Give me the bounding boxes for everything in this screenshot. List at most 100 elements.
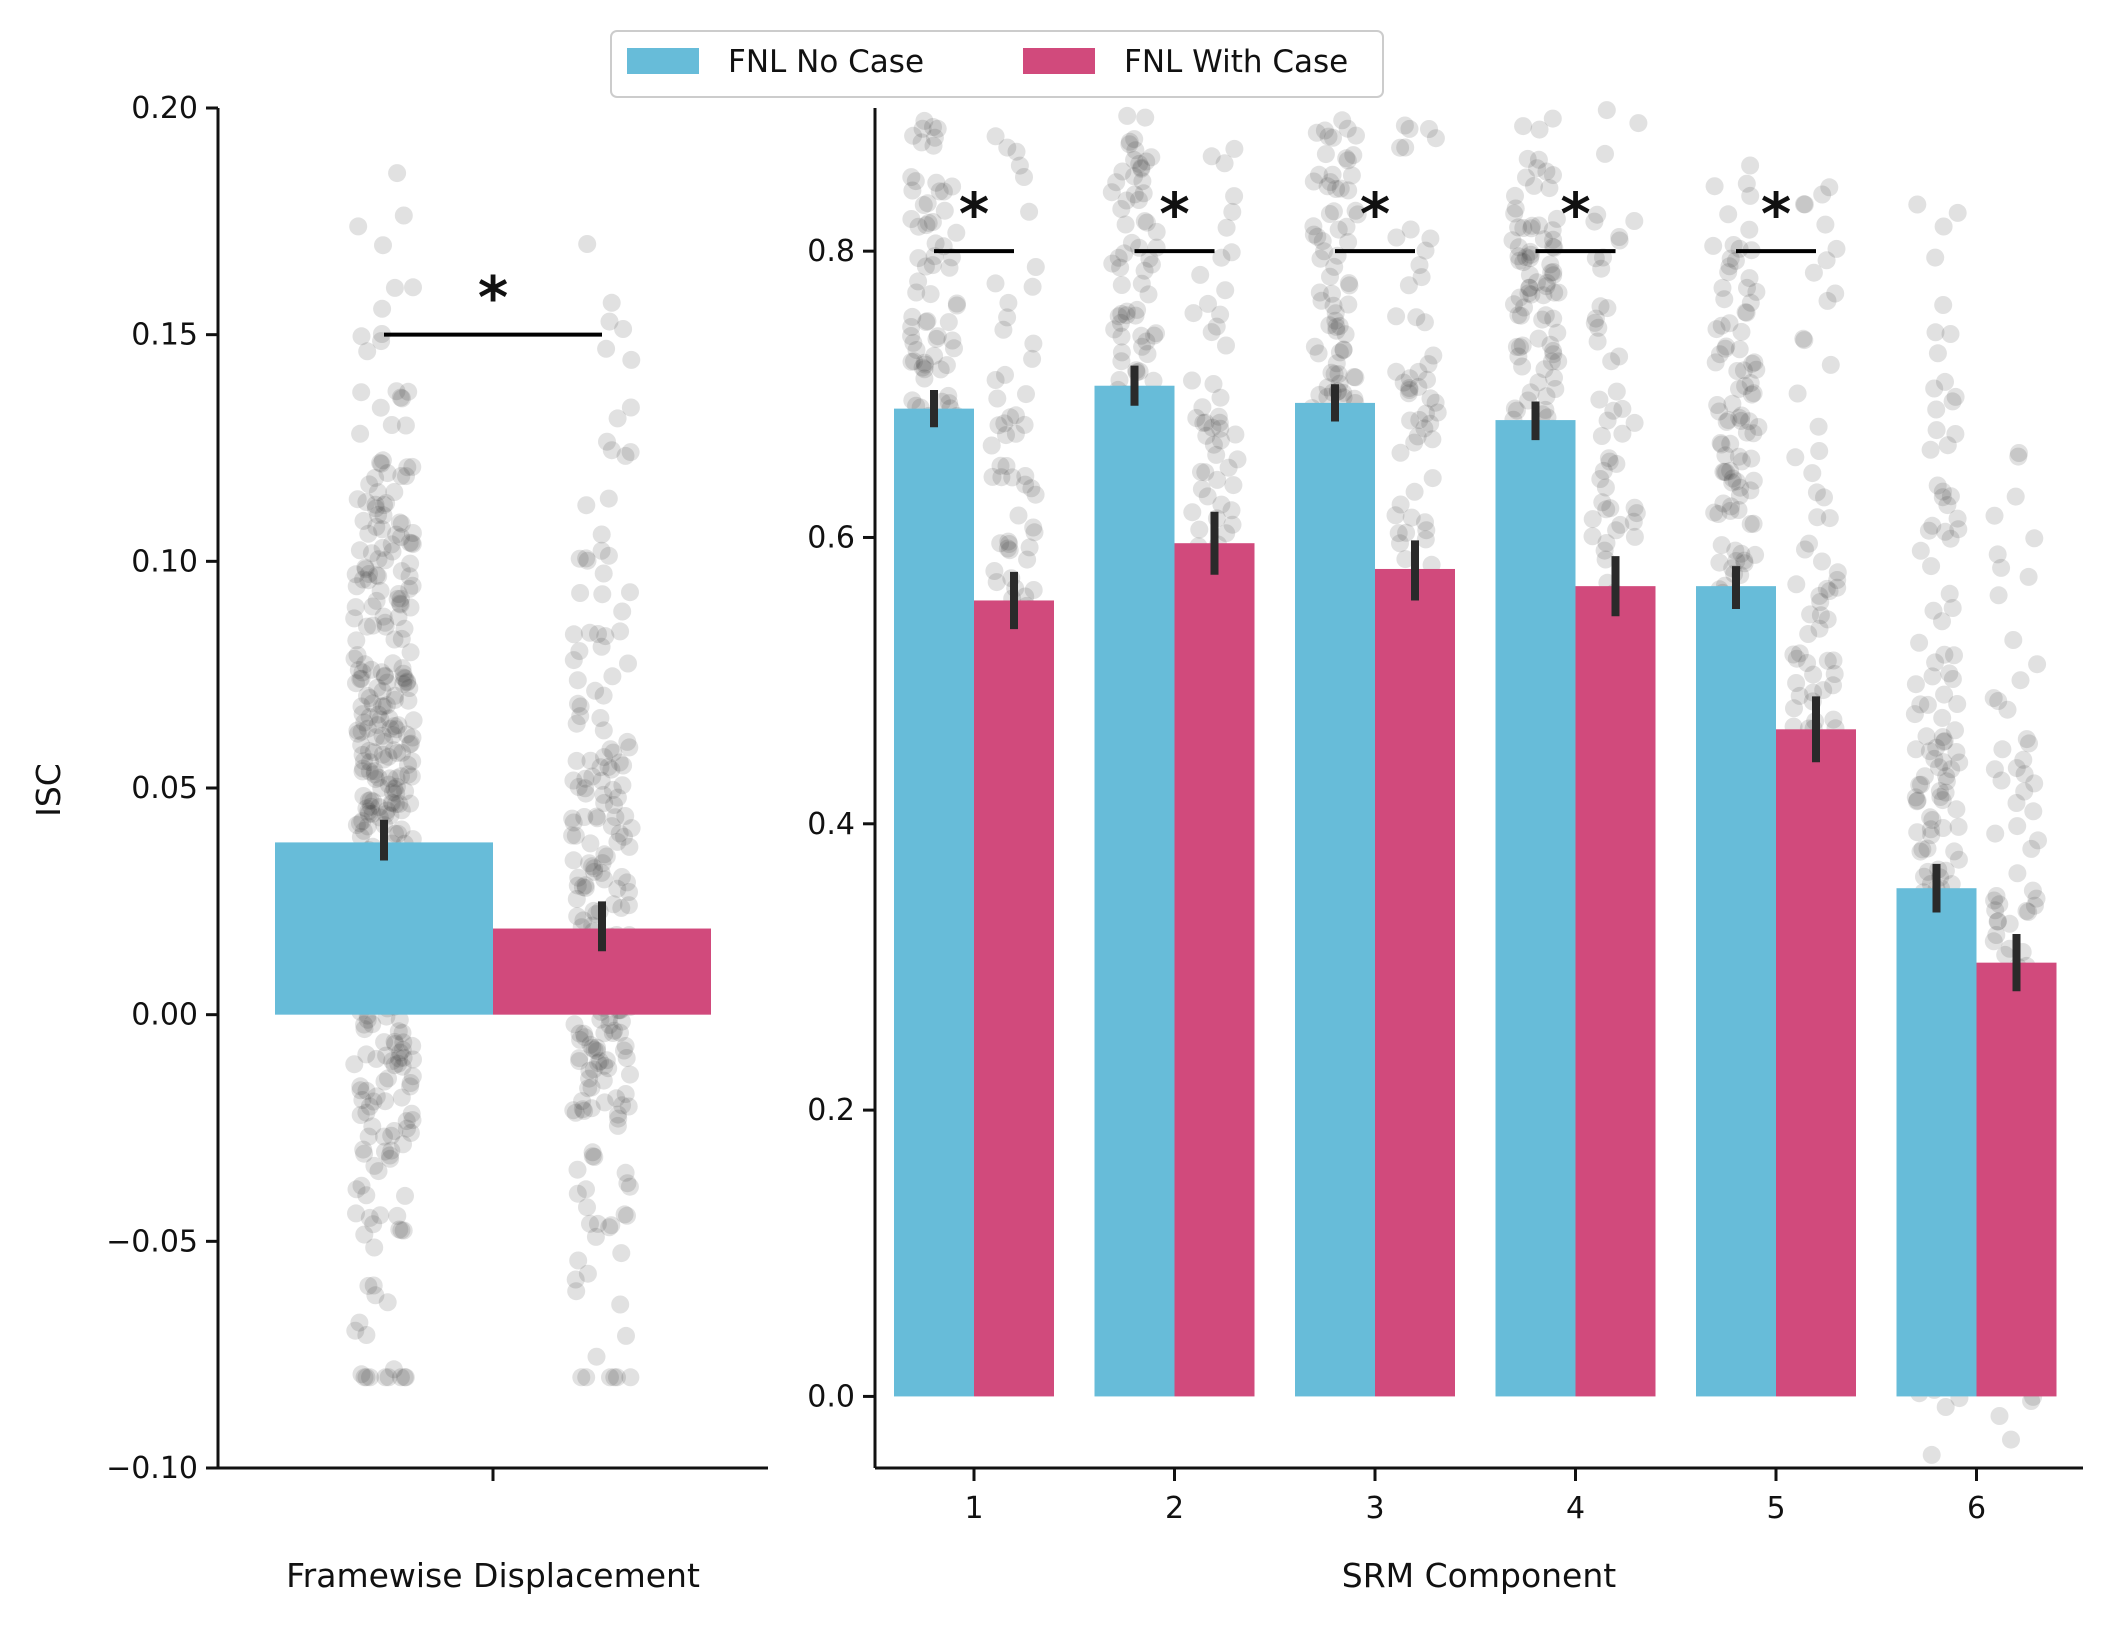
left-strip-point	[393, 743, 412, 762]
left-strip-point	[392, 562, 411, 581]
left-strip-point	[391, 388, 410, 407]
right-strip-point	[1935, 732, 1954, 751]
right-strip-point	[1216, 281, 1235, 300]
right-strip-point	[1592, 427, 1611, 445]
right-y-tick-label: 0.0	[807, 1379, 855, 1414]
left-strip-point	[385, 717, 404, 736]
right-strip-point	[1312, 291, 1331, 310]
right-strip-point	[1811, 606, 1830, 625]
left-strip-point	[403, 1067, 422, 1086]
left-strip-point	[390, 1049, 409, 1068]
left-strip-point	[399, 382, 418, 401]
left-strip-point	[363, 804, 382, 823]
right-strip-point	[1990, 895, 2009, 914]
right-x-tick-label: 5	[1766, 1491, 1785, 1526]
right-strip-point	[1421, 229, 1440, 248]
right-strip-point	[1947, 743, 1966, 761]
left-strip-point	[376, 1368, 395, 1387]
left-strip-point	[583, 1039, 602, 1057]
left-strip-point	[386, 1035, 405, 1053]
right-strip-point	[1985, 891, 2004, 910]
right-strip-point	[1326, 311, 1345, 330]
left-strip-point	[363, 1117, 382, 1136]
left-strip-point	[564, 651, 583, 670]
right-strip-point	[1339, 274, 1358, 293]
right-strip-point	[1948, 509, 1967, 528]
right-strip-point	[1924, 601, 1943, 620]
right-strip-point	[1528, 273, 1546, 292]
left-strip-point	[609, 1105, 627, 1124]
chart-srm-component: * * * * * 0.0 0.2 0.4 0.6 0.8 1 2 3 4 5 6 SRM Compone…	[807, 101, 2083, 1595]
right-strip-point	[1607, 382, 1626, 401]
right-strip-point	[1716, 339, 1735, 358]
left-strip-point	[401, 643, 420, 662]
left-strip-point	[401, 554, 420, 573]
left-strip-point	[373, 520, 392, 539]
right-strip-point	[2007, 794, 2026, 812]
right-strip-point	[1142, 148, 1161, 167]
left-strip-point	[391, 589, 410, 608]
legend-swatch-with-case	[1023, 48, 1095, 74]
right-strip-point	[1543, 221, 1562, 240]
left-strip-point	[368, 678, 387, 697]
right-strip-point	[1147, 324, 1165, 343]
right-strip-point	[1132, 158, 1151, 177]
right-strip-point	[907, 341, 926, 359]
right-strip-point	[1736, 303, 1755, 322]
left-strip-point	[608, 1368, 626, 1387]
left-strip-point	[360, 475, 379, 494]
right-strip-point	[1001, 408, 1020, 427]
left-strip-point	[608, 1116, 627, 1135]
right-strip-point	[1726, 251, 1745, 270]
right-strip-point	[1908, 195, 1927, 214]
right-strip-point	[1026, 485, 1045, 504]
left-strip-point	[619, 1097, 638, 1116]
right-strip-point	[1307, 123, 1326, 142]
right-strip-point	[1402, 508, 1421, 527]
left-strip-point	[600, 1016, 619, 1034]
right-strip-point	[1704, 236, 1723, 255]
right-strip-point	[1801, 605, 1820, 624]
right-strip-point	[1809, 417, 1828, 436]
left-strip-point	[345, 649, 364, 668]
left-strip-point	[607, 1089, 626, 1108]
left-strip-point	[385, 630, 404, 649]
left-strip-point	[603, 1024, 622, 1042]
right-strip-point	[1741, 481, 1760, 500]
left-strip-point	[578, 235, 597, 253]
right-strip-point	[1125, 167, 1144, 186]
right-strip-point	[1720, 257, 1739, 276]
right-strip-point	[925, 346, 944, 365]
left-strip-point	[403, 535, 422, 554]
right-strip-point	[1513, 357, 1532, 376]
left-strip-point	[379, 775, 398, 794]
right-strip-point	[997, 457, 1016, 475]
left-strip-point	[357, 1186, 376, 1205]
right-strip-point	[1731, 478, 1750, 497]
right-strip-point	[1024, 518, 1043, 537]
right-strip-point	[1337, 217, 1356, 236]
left-strip-point	[570, 1052, 589, 1071]
left-strip-point	[403, 576, 422, 595]
right-strip-point	[1217, 524, 1236, 543]
left-strip-point	[347, 674, 365, 693]
right-strip-point	[1112, 327, 1131, 346]
left-strip-point	[375, 667, 394, 686]
right-strip-point	[998, 539, 1017, 558]
right-strip-point	[1325, 257, 1344, 276]
left-strip-point	[588, 1042, 606, 1061]
right-strip-point	[1940, 584, 1959, 603]
right-strip-point	[939, 386, 958, 405]
right-strip-point	[1723, 469, 1742, 488]
right-strip-point	[1394, 373, 1413, 392]
left-strip-point	[568, 1184, 587, 1203]
left-strip-point	[357, 799, 376, 818]
right-strip-point	[1521, 383, 1540, 402]
right-strip-point	[1917, 727, 1936, 746]
left-strip-point	[379, 747, 398, 766]
right-strip-point	[1310, 283, 1329, 302]
right-strip-point	[2000, 914, 2019, 933]
left-strip-point	[377, 1046, 396, 1065]
left-strip-point	[385, 278, 404, 297]
left-strip-point	[365, 1238, 384, 1257]
